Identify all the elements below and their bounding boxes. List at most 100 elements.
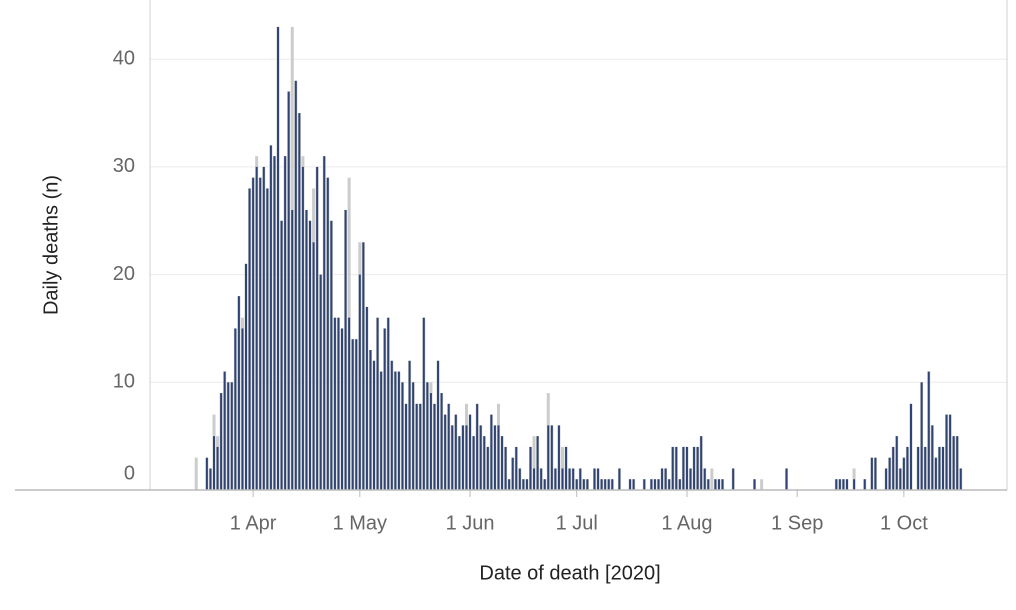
bar: [678, 479, 681, 490]
bar: [333, 317, 336, 490]
bar: [540, 468, 543, 490]
bar: [501, 436, 504, 490]
bar: [305, 210, 308, 490]
bar: [682, 446, 685, 490]
bar: [685, 446, 688, 490]
bar: [600, 479, 603, 490]
bar: [262, 166, 265, 490]
bar: [376, 317, 379, 490]
bar: [408, 360, 411, 490]
bar: [259, 177, 262, 490]
bar: [237, 296, 240, 490]
bar: [657, 479, 660, 490]
bar: [561, 468, 564, 490]
bar: [629, 479, 632, 490]
bar: [465, 425, 468, 490]
bar: [899, 468, 902, 490]
bar: [885, 468, 888, 490]
bar: [365, 306, 368, 490]
y-tick-label: 10: [113, 371, 135, 393]
bar: [689, 468, 692, 490]
bar: [845, 479, 848, 490]
y-tick-label: 40: [113, 48, 135, 70]
bar: [330, 220, 333, 490]
bar: [938, 446, 941, 490]
bar: [554, 468, 557, 490]
bar: [525, 479, 528, 490]
bar: [714, 479, 717, 490]
bar: [931, 425, 934, 490]
bar: [401, 382, 404, 490]
bar: [536, 436, 539, 490]
bar: [341, 328, 344, 490]
bar: [227, 382, 230, 490]
bar: [493, 425, 496, 490]
bar: [252, 177, 255, 490]
bar: [675, 446, 678, 490]
x-tick-label: 1 Jun: [446, 512, 495, 534]
x-tick-label: 1 Oct: [880, 512, 928, 534]
bar: [547, 425, 550, 490]
bar: [301, 166, 304, 490]
bar: [565, 446, 568, 490]
bar: [205, 457, 208, 490]
bar: [956, 436, 959, 490]
bar: [419, 403, 422, 490]
bar: [892, 446, 895, 490]
bar: [870, 457, 873, 490]
bar: [668, 479, 671, 490]
bar: [959, 468, 962, 490]
bar: [405, 403, 408, 490]
bar: [543, 479, 546, 490]
bar: [579, 468, 582, 490]
bar: [842, 479, 845, 490]
bar: [906, 446, 909, 490]
bar: [909, 403, 912, 490]
bar: [454, 414, 457, 490]
bar: [220, 393, 223, 490]
bar: [429, 393, 432, 490]
bar: [888, 457, 891, 490]
bar: [700, 436, 703, 490]
bar: [241, 328, 244, 490]
bar: [607, 479, 610, 490]
bar: [568, 468, 571, 490]
bar: [323, 156, 326, 490]
bar: [611, 479, 614, 490]
bar: [234, 328, 237, 490]
bar: [269, 145, 272, 490]
bar: [874, 457, 877, 490]
bar: [483, 436, 486, 490]
bar: [653, 479, 656, 490]
bar: [213, 436, 216, 490]
bar: [582, 479, 585, 490]
bar: [312, 242, 315, 490]
bar: [394, 371, 397, 490]
bar: [280, 220, 283, 490]
bar: [287, 91, 290, 491]
bar: [515, 446, 518, 490]
bar: [458, 436, 461, 490]
bar: [437, 360, 440, 490]
bar: [451, 425, 454, 490]
bar: [895, 436, 898, 490]
bar: [447, 403, 450, 490]
bar: [476, 403, 479, 490]
bar: [853, 479, 856, 490]
bar: [671, 446, 674, 490]
bar: [934, 457, 937, 490]
bar: [696, 446, 699, 490]
bar: [433, 403, 436, 490]
bar: [266, 188, 269, 490]
bar: [319, 274, 322, 490]
bar: [643, 479, 646, 490]
bar: [291, 210, 294, 490]
bar: [920, 382, 923, 490]
bar: [255, 166, 258, 490]
bar: [216, 446, 219, 490]
x-tick-label: 1 Sep: [771, 512, 823, 534]
bar: [593, 468, 596, 490]
bar: [248, 188, 251, 490]
bar: [337, 317, 340, 490]
